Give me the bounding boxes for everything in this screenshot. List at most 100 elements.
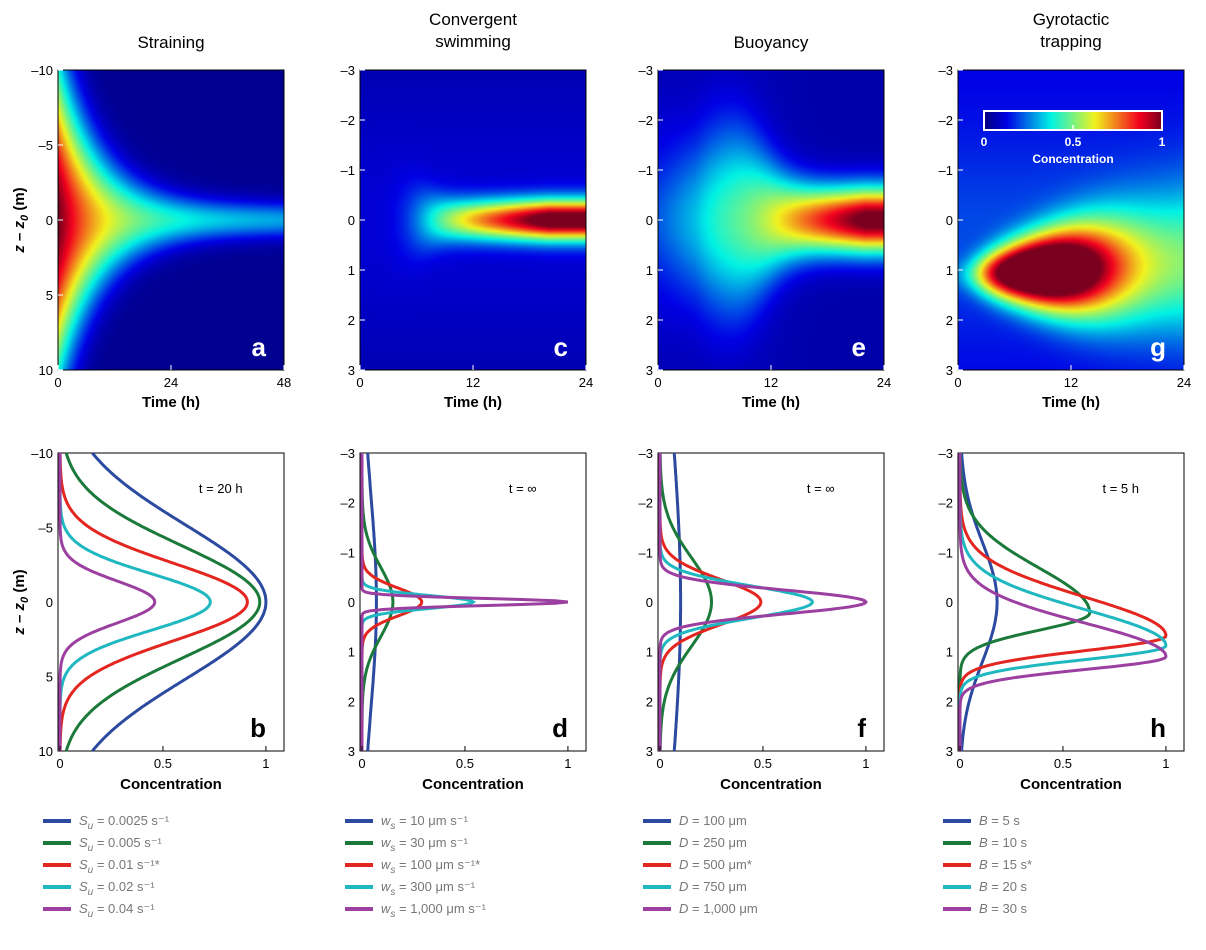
y-tick-label: –1 [939,163,953,178]
legend-entry: D = 100 μm [679,813,747,828]
y-tick-label: 0 [348,213,355,228]
legend-value: = 1,000 μm s⁻¹ [395,901,486,916]
legend-param: S [79,879,88,894]
x-tick-label: 0.5 [154,756,172,771]
legend-value: = 250 μm [688,835,746,850]
legend-entry: Su = 0.0025 s⁻¹ [79,813,170,832]
legend-value: = 0.02 s⁻¹ [93,879,155,894]
legend-sub: s [390,887,395,898]
y-tick-label: –2 [939,113,953,128]
x-tick-label: 0.5 [1054,756,1072,771]
profile-series-line [960,452,999,752]
y-tick-label: –1 [341,545,355,560]
panel-label: a [252,332,267,362]
column-title-straining: Straining [137,33,204,52]
panel-label: h [1150,713,1166,743]
legend-sub: u [88,821,94,832]
panel-label: g [1150,332,1166,362]
legend-sub: u [88,887,94,898]
column-title-gyrotactic: Gyrotactic trapping [1033,10,1110,51]
y-tick-label: –1 [639,163,653,178]
title-line: trapping [1040,32,1101,51]
y-tick-label: 1 [348,263,355,278]
legend-value: = 30 s [988,901,1028,916]
y-label-sub: 0 [19,214,31,221]
x-axis-label: Time (h) [444,394,502,411]
profile-series-line [672,453,683,751]
legend-param: S [79,857,88,872]
legend-value: = 500 μm* [688,857,752,872]
panel-label: f [857,713,866,743]
y-tick-label: –3 [341,446,355,461]
y-tick-label: 0 [646,595,653,610]
y-label-main: z – z [11,220,28,253]
y-tick-label: –3 [939,446,953,461]
legend-value: = 10 μm s⁻¹ [395,813,468,828]
y-tick-label: 3 [348,744,355,759]
profile-series-line [58,453,157,751]
y-tick-label: –5 [39,138,53,153]
legend-param: w [381,879,392,894]
legend-value: = 0.005 s⁻¹ [93,835,162,850]
legend-param: w [381,835,392,850]
legend-value: = 0.04 s⁻¹ [93,901,155,916]
x-axis-label: Concentration [720,776,822,793]
x-tick-label: 24 [1177,375,1191,390]
legend-entry: D = 250 μm [679,835,747,850]
legend-param: D [679,835,688,850]
legend-straining: Su = 0.0025 s⁻¹ Su = 0.005 s⁻¹ Su = 0.01 s… [43,813,170,920]
x-tick-label: 48 [277,375,291,390]
y-tick-label: 3 [646,744,653,759]
legend-value: = 300 μm s⁻¹ [395,879,475,894]
title-line: Gyrotactic [1033,10,1110,29]
title-line: Straining [137,33,204,52]
y-tick-label: –2 [341,113,355,128]
legend-entry: Su = 0.01 s⁻¹* [79,857,160,876]
profile-d: 0 0.5 1 Concentration t = ∞ d [358,452,587,793]
x-tick-label: 0 [54,375,61,390]
title-line: swimming [435,32,511,51]
legend-param: D [679,879,688,894]
time-annotation: t = ∞ [509,481,537,496]
legend-value: = 10 s [988,835,1028,850]
y-label-main: z – z [11,602,28,635]
y-axis-label: z – z0 (m) [11,187,31,253]
legend-gyrotactic: B = 5 sB = 10 sB = 15 s*B = 20 sB = 30 s [943,813,1032,916]
profile-series-line [64,452,262,752]
y-tick-label: 1 [646,263,653,278]
legend-entry: Su = 0.04 s⁻¹ [79,901,155,920]
legend-value: = 1,000 μm [688,901,757,916]
legend-value: = 100 μm s⁻¹* [395,857,480,872]
y-label-unit: (m) [11,569,28,597]
panel-label: d [552,713,568,743]
colorbar-label: Concentration [1032,152,1113,166]
legend-entry: B = 20 s [979,879,1028,894]
legend-entry: ws = 1,000 μm s⁻¹ [381,901,487,920]
legend-param: S [79,835,88,850]
time-annotation: t = ∞ [807,481,835,496]
time-annotation: t = 5 h [1102,481,1139,496]
profile-frame [957,452,1185,752]
panel-label: c [554,332,568,362]
column-title-convergent: Convergent swimming [429,10,517,51]
y-tick-label: 2 [646,313,653,328]
heatmap-image [360,70,586,370]
y-tick-label: 3 [348,363,355,378]
legend-entry: ws = 100 μm s⁻¹* [381,857,480,876]
x-tick-label: 24 [579,375,593,390]
legend-sub: u [88,909,94,920]
y-tick-label: 2 [646,694,653,709]
legend-param: S [79,901,88,916]
legend-entry: B = 30 s [979,901,1028,916]
legend-convergent: ws = 10 μm s⁻¹ws = 30 μm s⁻¹ws = 100 μm … [345,813,487,920]
y-tick-label: 2 [348,694,355,709]
x-axis-label: Time (h) [142,394,200,411]
legend-value: = 20 s [988,879,1028,894]
profile-series-line [360,453,569,751]
y-tick-label: –1 [639,545,653,560]
x-tick-label: 12 [764,375,778,390]
y-tick-label: 0 [46,595,53,610]
legend-value: = 0.01 s⁻¹* [93,857,159,872]
legend-param: B [979,901,988,916]
